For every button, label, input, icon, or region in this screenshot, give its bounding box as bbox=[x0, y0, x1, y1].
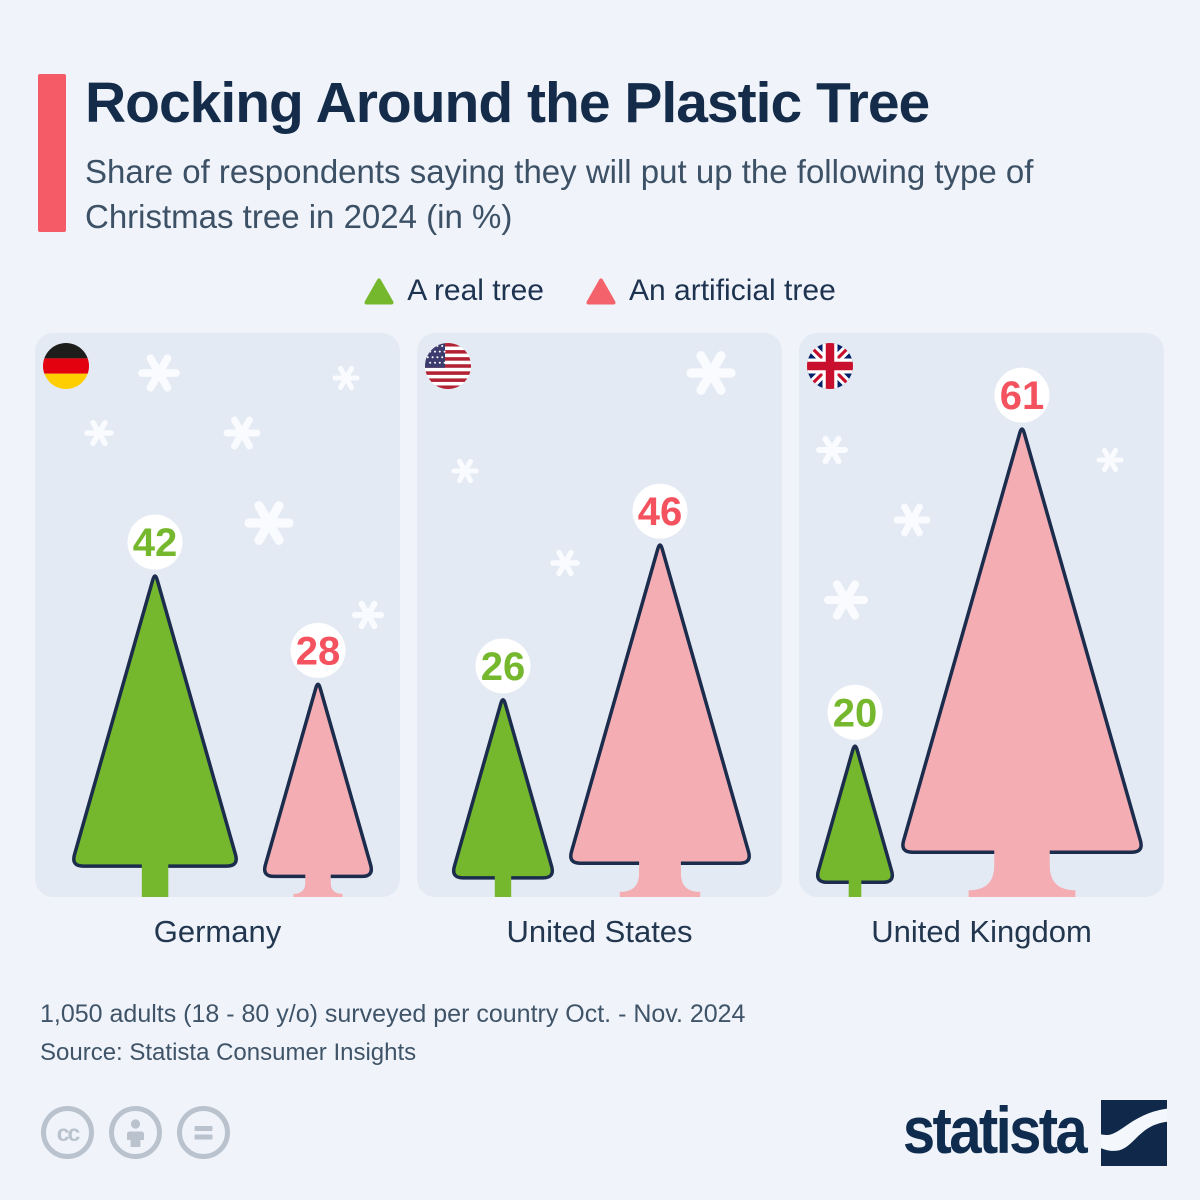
snowflake-icon bbox=[138, 354, 180, 392]
survey-note: 1,050 adults (18 - 80 y/o) surveyed per … bbox=[40, 1000, 746, 1028]
snowflake-icon bbox=[223, 416, 261, 450]
snowflake-icon bbox=[816, 435, 848, 465]
country-column-united-kingdom: 20 61 United Kingdom bbox=[799, 333, 1164, 950]
svg-text:cc: cc bbox=[57, 1120, 81, 1146]
snowflake-icon bbox=[451, 458, 479, 484]
united-kingdom-flag-icon bbox=[807, 343, 853, 389]
country-column-united-states: 26 46 United States bbox=[417, 333, 782, 950]
snowflake-icon bbox=[244, 501, 294, 545]
cc-icon: cc bbox=[41, 1106, 94, 1159]
statista-brand: statista bbox=[878, 1097, 1167, 1169]
page-subtitle: Share of respondents saying they will pu… bbox=[85, 152, 1034, 235]
snowflake-icon bbox=[893, 503, 931, 537]
germany-flag-icon bbox=[43, 343, 89, 389]
snowflake-icon bbox=[550, 549, 580, 577]
snowflake-icon bbox=[352, 600, 384, 630]
value-label: 46 bbox=[638, 490, 683, 534]
title-block: Rocking Around the Plastic Tree Share of… bbox=[85, 71, 1070, 240]
country-panel: 20 61 bbox=[799, 333, 1164, 897]
value-badge: 20 bbox=[827, 684, 883, 740]
value-badge: 28 bbox=[290, 622, 346, 678]
snowflake-icon bbox=[84, 419, 114, 447]
license-icons: cc bbox=[40, 1105, 231, 1160]
legend-item-artificial-tree: An artificial tree bbox=[586, 274, 836, 308]
value-label: 61 bbox=[1000, 374, 1045, 418]
country-label: United Kingdom bbox=[871, 914, 1092, 949]
country-label: United States bbox=[506, 914, 693, 949]
snowflake-icon bbox=[1096, 447, 1124, 473]
real-tree-triangle-icon bbox=[364, 278, 394, 304]
country-panel: 26 46 bbox=[417, 333, 782, 897]
christmas-tree-real bbox=[72, 574, 238, 897]
no-derivatives-icon bbox=[177, 1106, 230, 1159]
snowflake-icon bbox=[332, 365, 360, 391]
page-title: Rocking Around the Plastic Tree bbox=[85, 71, 930, 135]
christmas-tree-artificial bbox=[569, 543, 751, 897]
attribution-icon bbox=[109, 1106, 162, 1159]
value-label: 20 bbox=[833, 691, 878, 735]
value-badge: 26 bbox=[475, 638, 531, 694]
christmas-tree-artificial bbox=[901, 427, 1143, 897]
united-states-flag-icon bbox=[425, 343, 471, 389]
country-label: Germany bbox=[153, 914, 282, 949]
snowflake-icon bbox=[686, 351, 736, 395]
chart-legend: A real tree An artificial tree bbox=[0, 274, 1200, 308]
christmas-tree-real bbox=[451, 698, 555, 897]
value-badge: 61 bbox=[994, 367, 1050, 423]
statista-wordmark: statista bbox=[902, 1093, 1088, 1167]
christmas-tree-artificial bbox=[262, 682, 374, 897]
artificial-tree-triangle-icon bbox=[586, 278, 616, 304]
value-badge: 46 bbox=[632, 483, 688, 539]
chart-panels: 42 28 Germany 26 46 United States 20 61 United K… bbox=[35, 333, 1164, 950]
country-column-germany: 42 28 Germany bbox=[35, 333, 400, 950]
snowflake-icon bbox=[823, 580, 869, 620]
legend-item-real-tree: A real tree bbox=[364, 274, 544, 308]
value-label: 42 bbox=[133, 521, 178, 565]
country-panel: 42 28 bbox=[35, 333, 400, 897]
source-note: Source: Statista Consumer Insights bbox=[40, 1039, 417, 1066]
value-label: 28 bbox=[296, 629, 341, 673]
value-badge: 42 bbox=[127, 514, 183, 570]
header: Rocking Around the Plastic Tree Share of… bbox=[38, 71, 1070, 240]
value-label: 26 bbox=[481, 645, 526, 689]
legend-label: An artificial tree bbox=[629, 274, 836, 307]
christmas-tree-real bbox=[815, 744, 895, 897]
statista-logo-icon bbox=[1101, 1100, 1167, 1166]
title-accent-bar bbox=[38, 74, 66, 232]
legend-label: A real tree bbox=[407, 274, 544, 307]
